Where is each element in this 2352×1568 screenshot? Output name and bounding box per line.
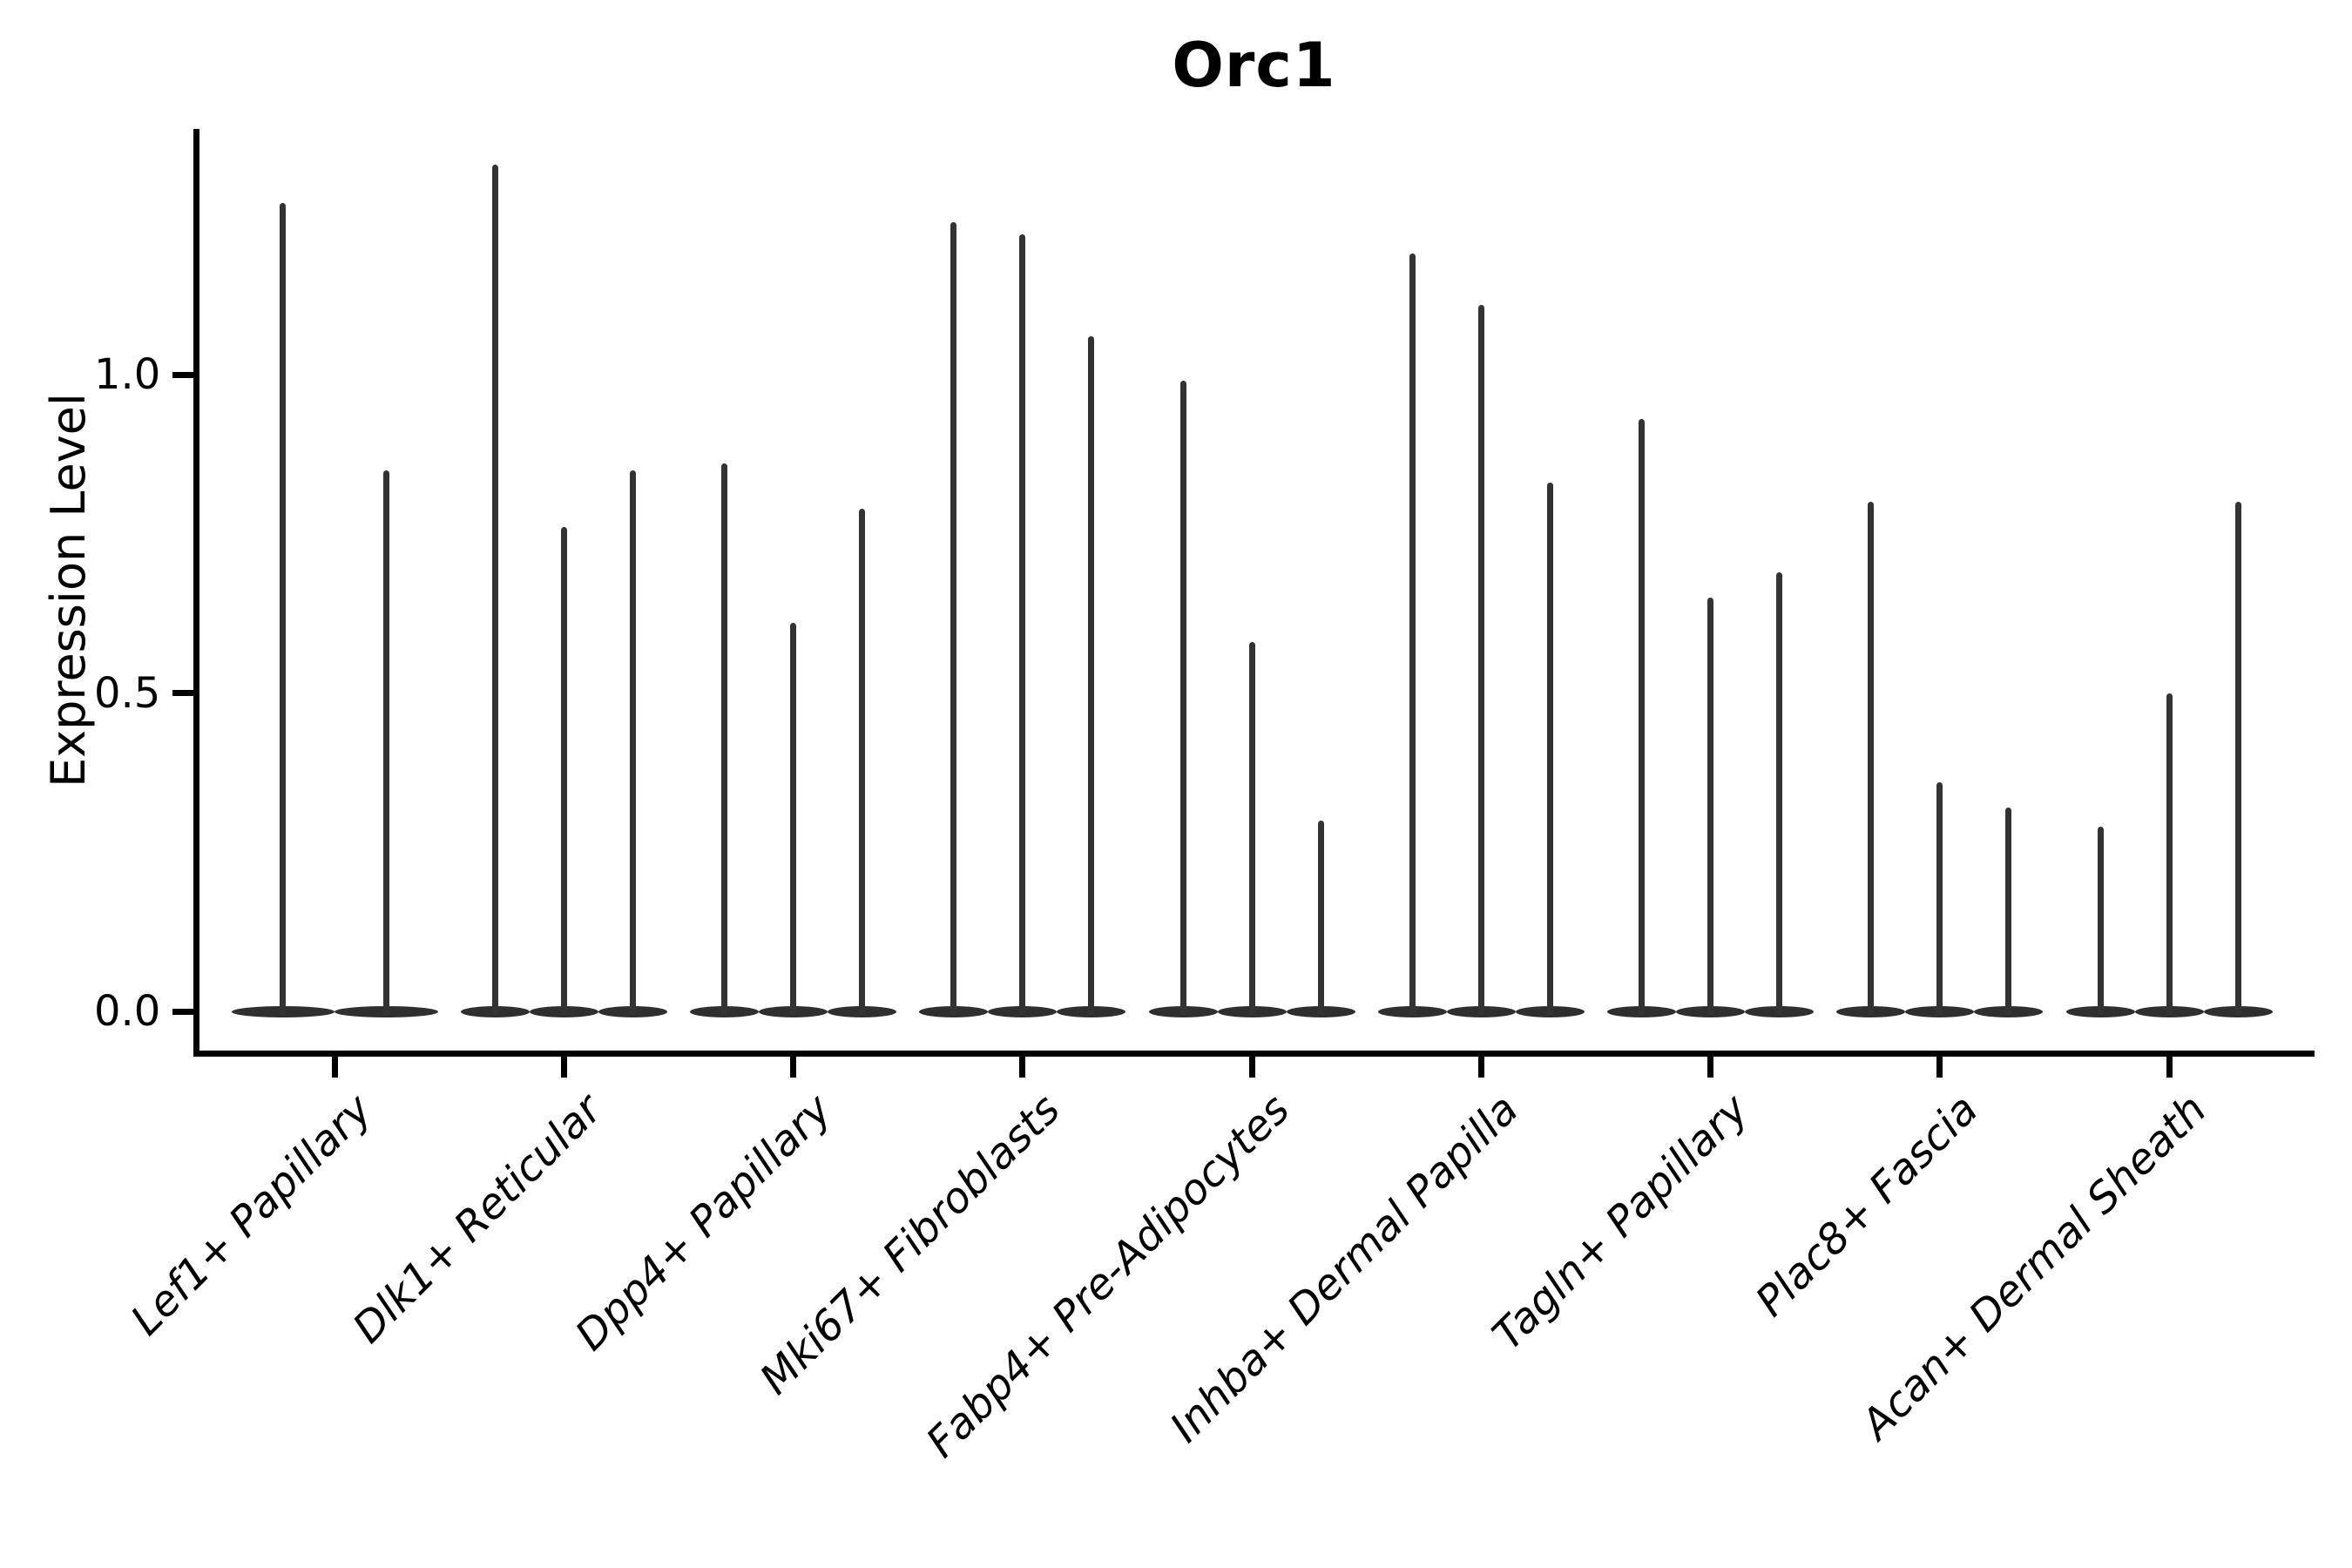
x-axis-spine <box>193 1051 2315 1057</box>
violin-spike <box>1546 483 1553 1015</box>
violin-spike <box>1317 820 1324 1015</box>
x-tick-label: Dlk1+ Reticular <box>343 1085 612 1353</box>
y-axis-spine <box>193 129 199 1057</box>
x-tick <box>1936 1057 1943 1078</box>
y-tick-label: 1.0 <box>94 350 161 399</box>
violin-spike <box>491 164 498 1015</box>
violin-spike <box>1639 419 1645 1015</box>
violin-spike <box>2005 808 2012 1015</box>
violin-spike <box>1248 642 1255 1015</box>
violin-spike <box>721 463 727 1015</box>
violin-spike <box>2234 502 2241 1015</box>
violin-spike <box>1707 597 1713 1015</box>
violin-spike <box>2097 827 2104 1015</box>
violin-spike <box>790 623 796 1015</box>
x-tick <box>1477 1057 1484 1078</box>
violin-spike <box>1179 381 1186 1015</box>
violin-spike <box>859 508 865 1015</box>
violin-spike <box>629 470 636 1015</box>
x-tick-label: Dpp4+ Papillary <box>565 1085 841 1361</box>
x-tick <box>1707 1057 1713 1078</box>
x-tick <box>2166 1057 2173 1078</box>
x-tick-label: Plac8+ Fascia <box>1746 1085 1988 1327</box>
violin-spike <box>1776 571 1782 1015</box>
violin-spike <box>1477 304 1484 1015</box>
violin-spike <box>280 202 287 1015</box>
violin-spike <box>1088 336 1095 1015</box>
x-tick <box>560 1057 567 1078</box>
x-tick-label: Tagln+ Papillary <box>1483 1085 1758 1360</box>
x-tick <box>790 1057 796 1078</box>
y-tick-label: 0.5 <box>94 668 161 718</box>
x-tick <box>1248 1057 1255 1078</box>
violin-spike <box>560 527 567 1015</box>
violin-spike <box>1409 253 1416 1015</box>
violin-spike <box>1868 502 1875 1015</box>
violin-spike <box>950 221 957 1015</box>
x-tick-label: Lef1+ Papillary <box>121 1085 382 1345</box>
violin-spike <box>382 470 389 1015</box>
x-tick <box>1019 1057 1026 1078</box>
x-tick <box>331 1057 338 1078</box>
y-tick <box>172 371 193 378</box>
violin-spike <box>2166 693 2173 1015</box>
violin-spike <box>1936 781 1943 1015</box>
y-tick-label: 0.0 <box>94 987 161 1036</box>
y-tick <box>172 690 193 696</box>
y-axis-label: Expression Level <box>40 392 96 787</box>
y-tick <box>172 1008 193 1015</box>
violin-spike <box>1019 234 1026 1015</box>
chart-title: Orc1 <box>1172 30 1336 101</box>
